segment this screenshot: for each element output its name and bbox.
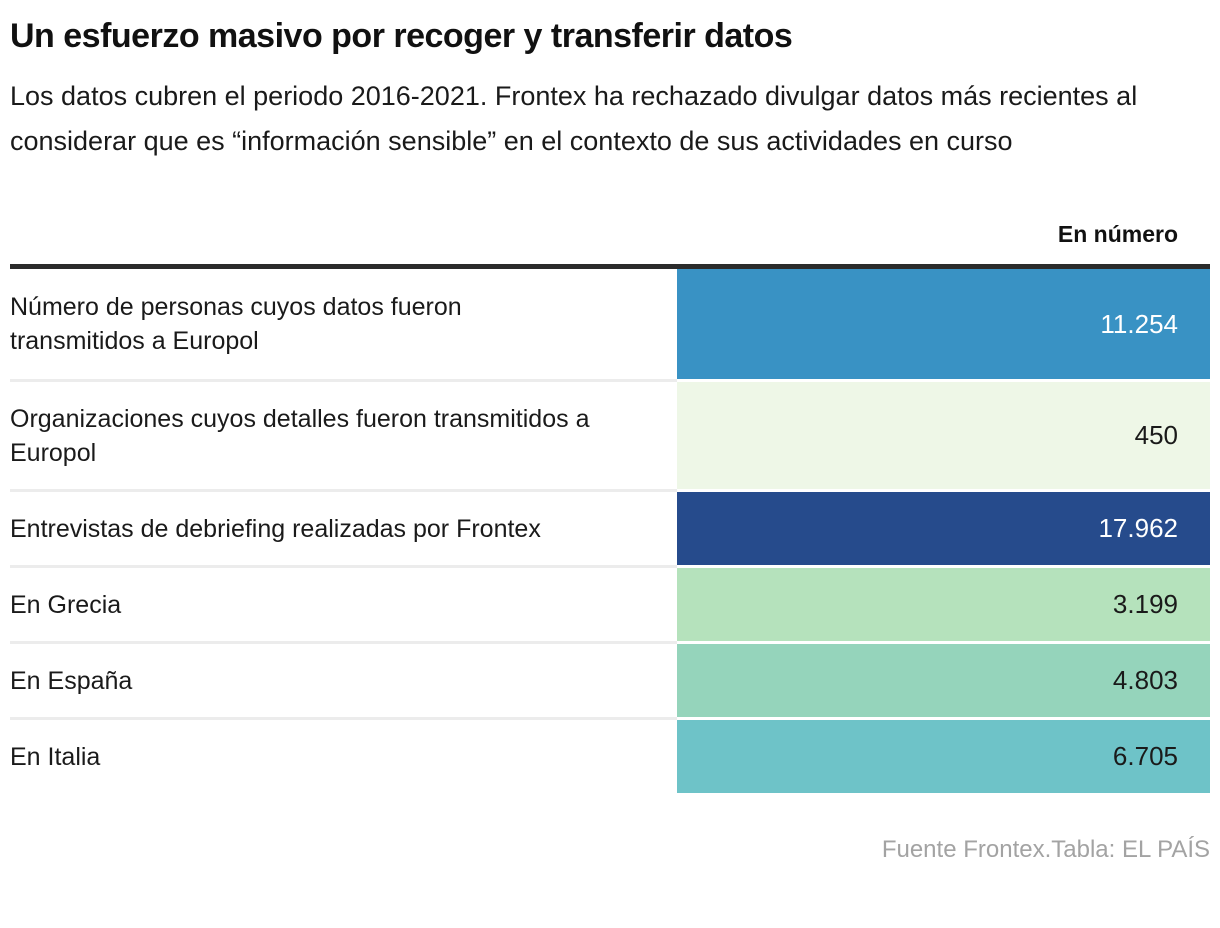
row-label-text: Organizaciones cuyos detalles fueron tra… (10, 404, 590, 467)
table-row: Organizaciones cuyos detalles fueron tra… (10, 379, 1210, 489)
row-label: Número de personas cuyos datos fueron tr… (10, 269, 677, 379)
row-value-cell: 6.705 (677, 717, 1210, 793)
subtitle: Los datos cubren el periodo 2016-2021. F… (10, 81, 1138, 156)
row-label-text: En Italia (10, 742, 101, 771)
row-value-cell: 4.803 (677, 641, 1210, 717)
row-value-cell: 11.254 (677, 269, 1210, 379)
row-label: En España (10, 641, 677, 717)
row-label-text: En Grecia (10, 590, 122, 619)
row-label-text: En España (10, 666, 133, 695)
value-column-header: En número (1057, 221, 1178, 247)
row-label-text: Entrevistas de debriefing realizadas por… (10, 514, 541, 543)
table-row: En Italia 6.705 (10, 717, 1210, 793)
table-row: Número de personas cuyos datos fueron tr… (10, 269, 1210, 379)
data-table: Número de personas cuyos datos fueron tr… (10, 269, 1210, 793)
table-top-rule (10, 264, 1210, 269)
source-attribution: Fuente Frontex.Tabla: EL PAÍS (881, 836, 1210, 863)
table-row: Entrevistas de debriefing realizadas por… (10, 489, 1210, 565)
row-value-cell: 17.962 (677, 489, 1210, 565)
row-label: En Italia (10, 717, 677, 793)
table-row: En España 4.803 (10, 641, 1210, 717)
row-value-cell: 450 (677, 379, 1210, 489)
row-label: En Grecia (10, 565, 677, 641)
page-title: Un esfuerzo masivo por recoger y transfe… (10, 17, 793, 55)
row-value-cell: 3.199 (677, 565, 1210, 641)
row-label: Organizaciones cuyos detalles fueron tra… (10, 379, 677, 489)
row-label: Entrevistas de debriefing realizadas por… (10, 489, 677, 565)
table-row: En Grecia 3.199 (10, 565, 1210, 641)
row-label-text: Número de personas cuyos datos fueron tr… (10, 293, 462, 355)
